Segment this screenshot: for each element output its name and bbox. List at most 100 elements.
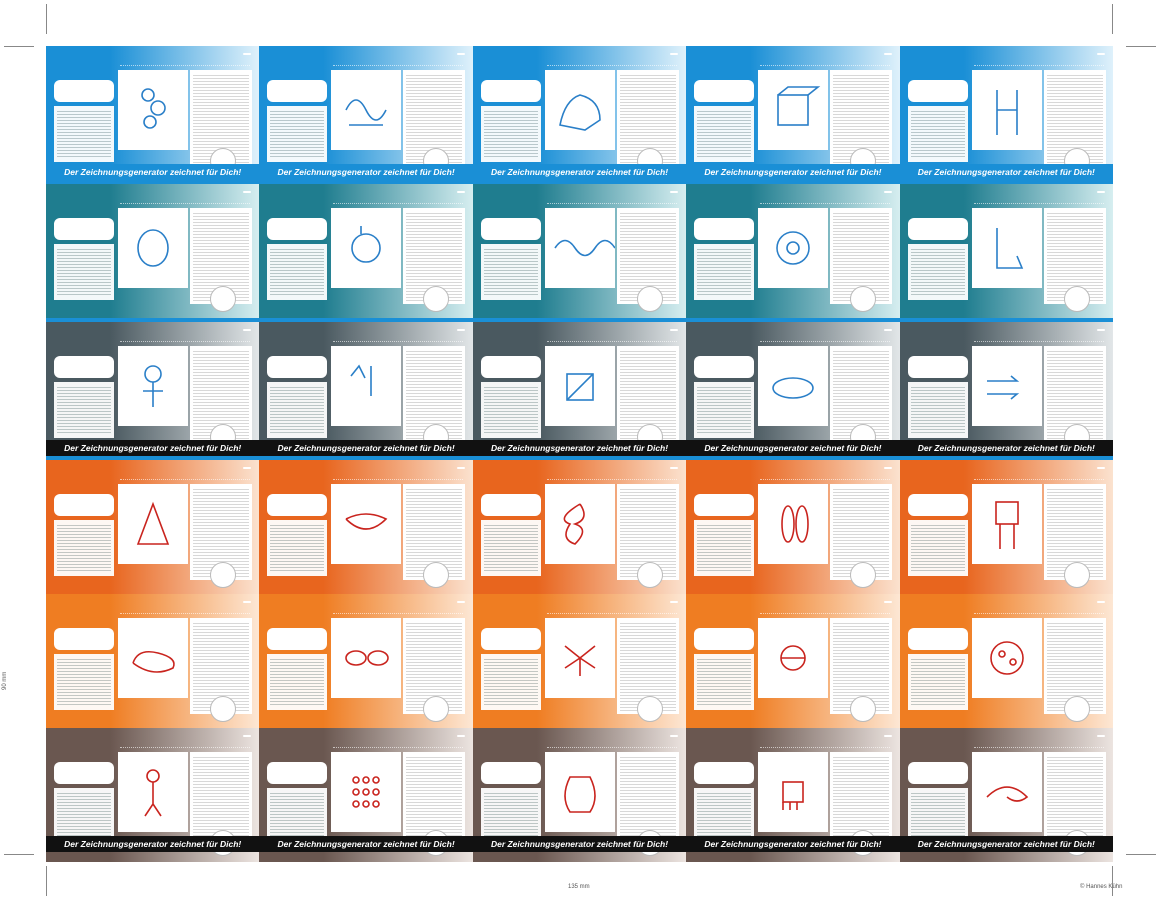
body-text-block	[480, 244, 541, 300]
card-number	[1096, 601, 1105, 603]
seal-icon	[423, 696, 450, 722]
wish-label	[54, 80, 114, 102]
drawing-label	[545, 150, 615, 159]
character-card	[46, 460, 260, 594]
fine-print	[973, 747, 1104, 751]
slogan-banner: Der Zeichnungsgenerator zeichnet für Dic…	[46, 440, 1113, 456]
wish-label	[907, 356, 968, 378]
banner-text: Der Zeichnungsgenerator zeichnet für Dic…	[917, 839, 1095, 849]
banner-text: Der Zeichnungsgenerator zeichnet für Dic…	[490, 839, 669, 849]
drawing-icon	[345, 513, 388, 530]
wish-label	[480, 494, 541, 516]
drawing-icon	[350, 364, 373, 396]
wish-label	[907, 762, 968, 784]
fine-print	[120, 65, 250, 69]
banner-text: Der Zeichnungsgenerator zeichnet für Dic…	[64, 839, 242, 849]
wish-label	[480, 80, 541, 102]
body-text-block	[694, 788, 755, 844]
character-card	[686, 322, 900, 456]
wish-label	[907, 80, 968, 102]
drawing-label	[331, 288, 401, 297]
fine-print	[333, 203, 464, 207]
character-card	[899, 322, 1113, 456]
wish-label	[267, 218, 328, 240]
drawing-icon	[782, 781, 804, 810]
character-card	[686, 460, 900, 594]
banner-text: Der Zeichnungsgenerator zeichnet für Dic…	[277, 443, 455, 453]
character-card	[259, 46, 473, 180]
character-card	[686, 594, 900, 728]
drawing-label	[545, 698, 615, 707]
body-text-block	[480, 382, 541, 438]
wish-label	[54, 356, 114, 378]
crop-mark	[1112, 4, 1113, 34]
body-text-block	[54, 244, 114, 300]
card-number	[1096, 191, 1105, 193]
fine-print	[546, 203, 677, 207]
card-number	[456, 191, 465, 193]
wish-label	[694, 80, 755, 102]
drawing-icon	[137, 229, 169, 267]
drawing-label	[758, 288, 828, 297]
fine-print	[120, 747, 250, 751]
slogan-banner: Der Zeichnungsgenerator zeichnet für Dic…	[46, 164, 1113, 180]
fine-print	[120, 341, 250, 345]
character-card	[899, 594, 1113, 728]
drawing-label	[972, 150, 1042, 159]
card-number	[243, 601, 252, 603]
crop-mark	[1126, 46, 1156, 47]
fine-print	[973, 341, 1104, 345]
fine-print	[973, 613, 1104, 617]
card-number	[883, 191, 892, 193]
wish-label	[694, 356, 755, 378]
drawing-icon	[995, 228, 1023, 269]
crop-mark	[46, 866, 47, 896]
card-number	[243, 735, 252, 737]
fine-print	[760, 65, 891, 69]
drawing-icon	[777, 86, 821, 126]
body-text-block	[54, 106, 114, 162]
fine-print	[546, 341, 677, 345]
wish-label	[480, 218, 541, 240]
character-card	[259, 594, 473, 728]
wish-label	[480, 628, 541, 650]
banner-text: Der Zeichnungsgenerator zeichnet für Dic…	[704, 839, 882, 849]
drawing-icon	[345, 99, 388, 126]
drawing-frame	[331, 70, 402, 150]
body-text-block	[694, 382, 755, 438]
drawing-frame	[758, 618, 829, 698]
drawing-frame	[758, 484, 829, 564]
fine-print	[973, 65, 1104, 69]
drawing-label	[118, 698, 188, 707]
drawing-frame	[331, 618, 402, 698]
left-margin-label: 90 mm	[2, 671, 8, 690]
body-text-block	[694, 244, 755, 300]
fine-print	[760, 613, 891, 617]
drawing-icon	[986, 786, 1028, 802]
drawing-frame	[758, 752, 829, 832]
drawing-label	[545, 288, 615, 297]
banner-text: Der Zeichnungsgenerator zeichnet für Dic…	[64, 167, 242, 177]
character-card	[472, 184, 687, 318]
drawing-frame	[331, 752, 402, 832]
card-number	[670, 191, 679, 193]
drawing-icon	[565, 373, 594, 401]
fine-print	[973, 479, 1104, 483]
body-text-block	[267, 788, 328, 844]
drawing-frame	[971, 752, 1042, 832]
fine-print	[120, 613, 250, 617]
card-number	[243, 467, 252, 469]
banner-text: Der Zeichnungsgenerator zeichnet für Dic…	[704, 443, 882, 453]
body-text-block	[267, 244, 328, 300]
seal-icon	[423, 286, 450, 312]
drawing-frame	[544, 484, 615, 564]
card-number	[243, 191, 252, 193]
fine-print	[120, 479, 250, 483]
fine-print	[333, 341, 464, 345]
body-text-block	[480, 654, 541, 710]
drawing-icon	[554, 239, 616, 257]
seal-icon	[850, 286, 877, 312]
fine-print	[333, 613, 464, 617]
card-number	[883, 601, 892, 603]
wish-label	[694, 494, 755, 516]
